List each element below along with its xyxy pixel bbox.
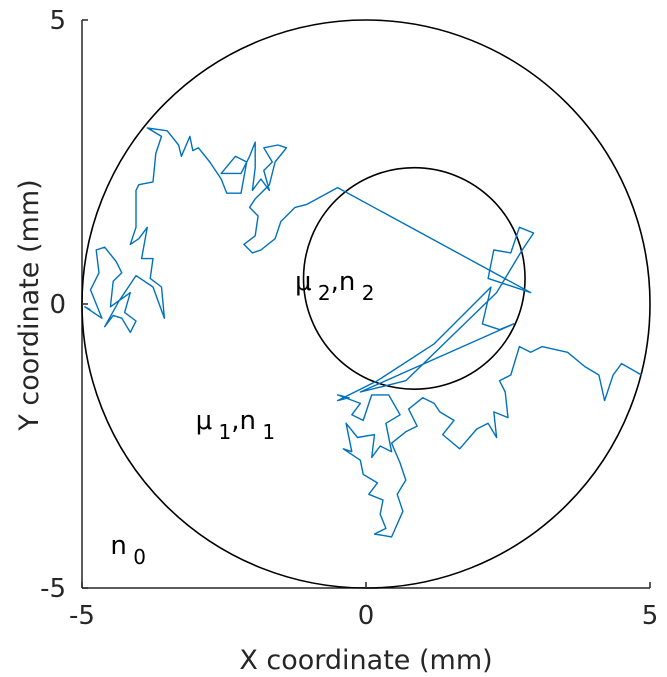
y-tick-label: -5 bbox=[40, 574, 66, 604]
trajectory-line bbox=[84, 127, 642, 538]
trajectory-layer bbox=[84, 127, 642, 538]
annotation-1: μ 1,n 1 bbox=[196, 406, 275, 444]
y-tick-label: 5 bbox=[49, 6, 66, 36]
x-tick-label: 5 bbox=[642, 601, 659, 631]
y-axis-label: Y coordinate (mm) bbox=[14, 179, 45, 431]
inner-circle bbox=[302, 166, 526, 390]
y-tick-label: 0 bbox=[49, 290, 66, 320]
annotations: μ 2,n 2 μ 1,n 1 n 0 bbox=[110, 267, 374, 569]
tick-labels: -5 0 5 -5 0 5 bbox=[40, 6, 658, 631]
x-tick-label: -5 bbox=[69, 601, 95, 631]
annotation-0: μ 2,n 2 bbox=[295, 267, 374, 305]
x-axis-label: X coordinate (mm) bbox=[239, 645, 492, 676]
annotation-2: n 0 bbox=[110, 531, 146, 569]
x-tick-label: 0 bbox=[358, 601, 375, 631]
